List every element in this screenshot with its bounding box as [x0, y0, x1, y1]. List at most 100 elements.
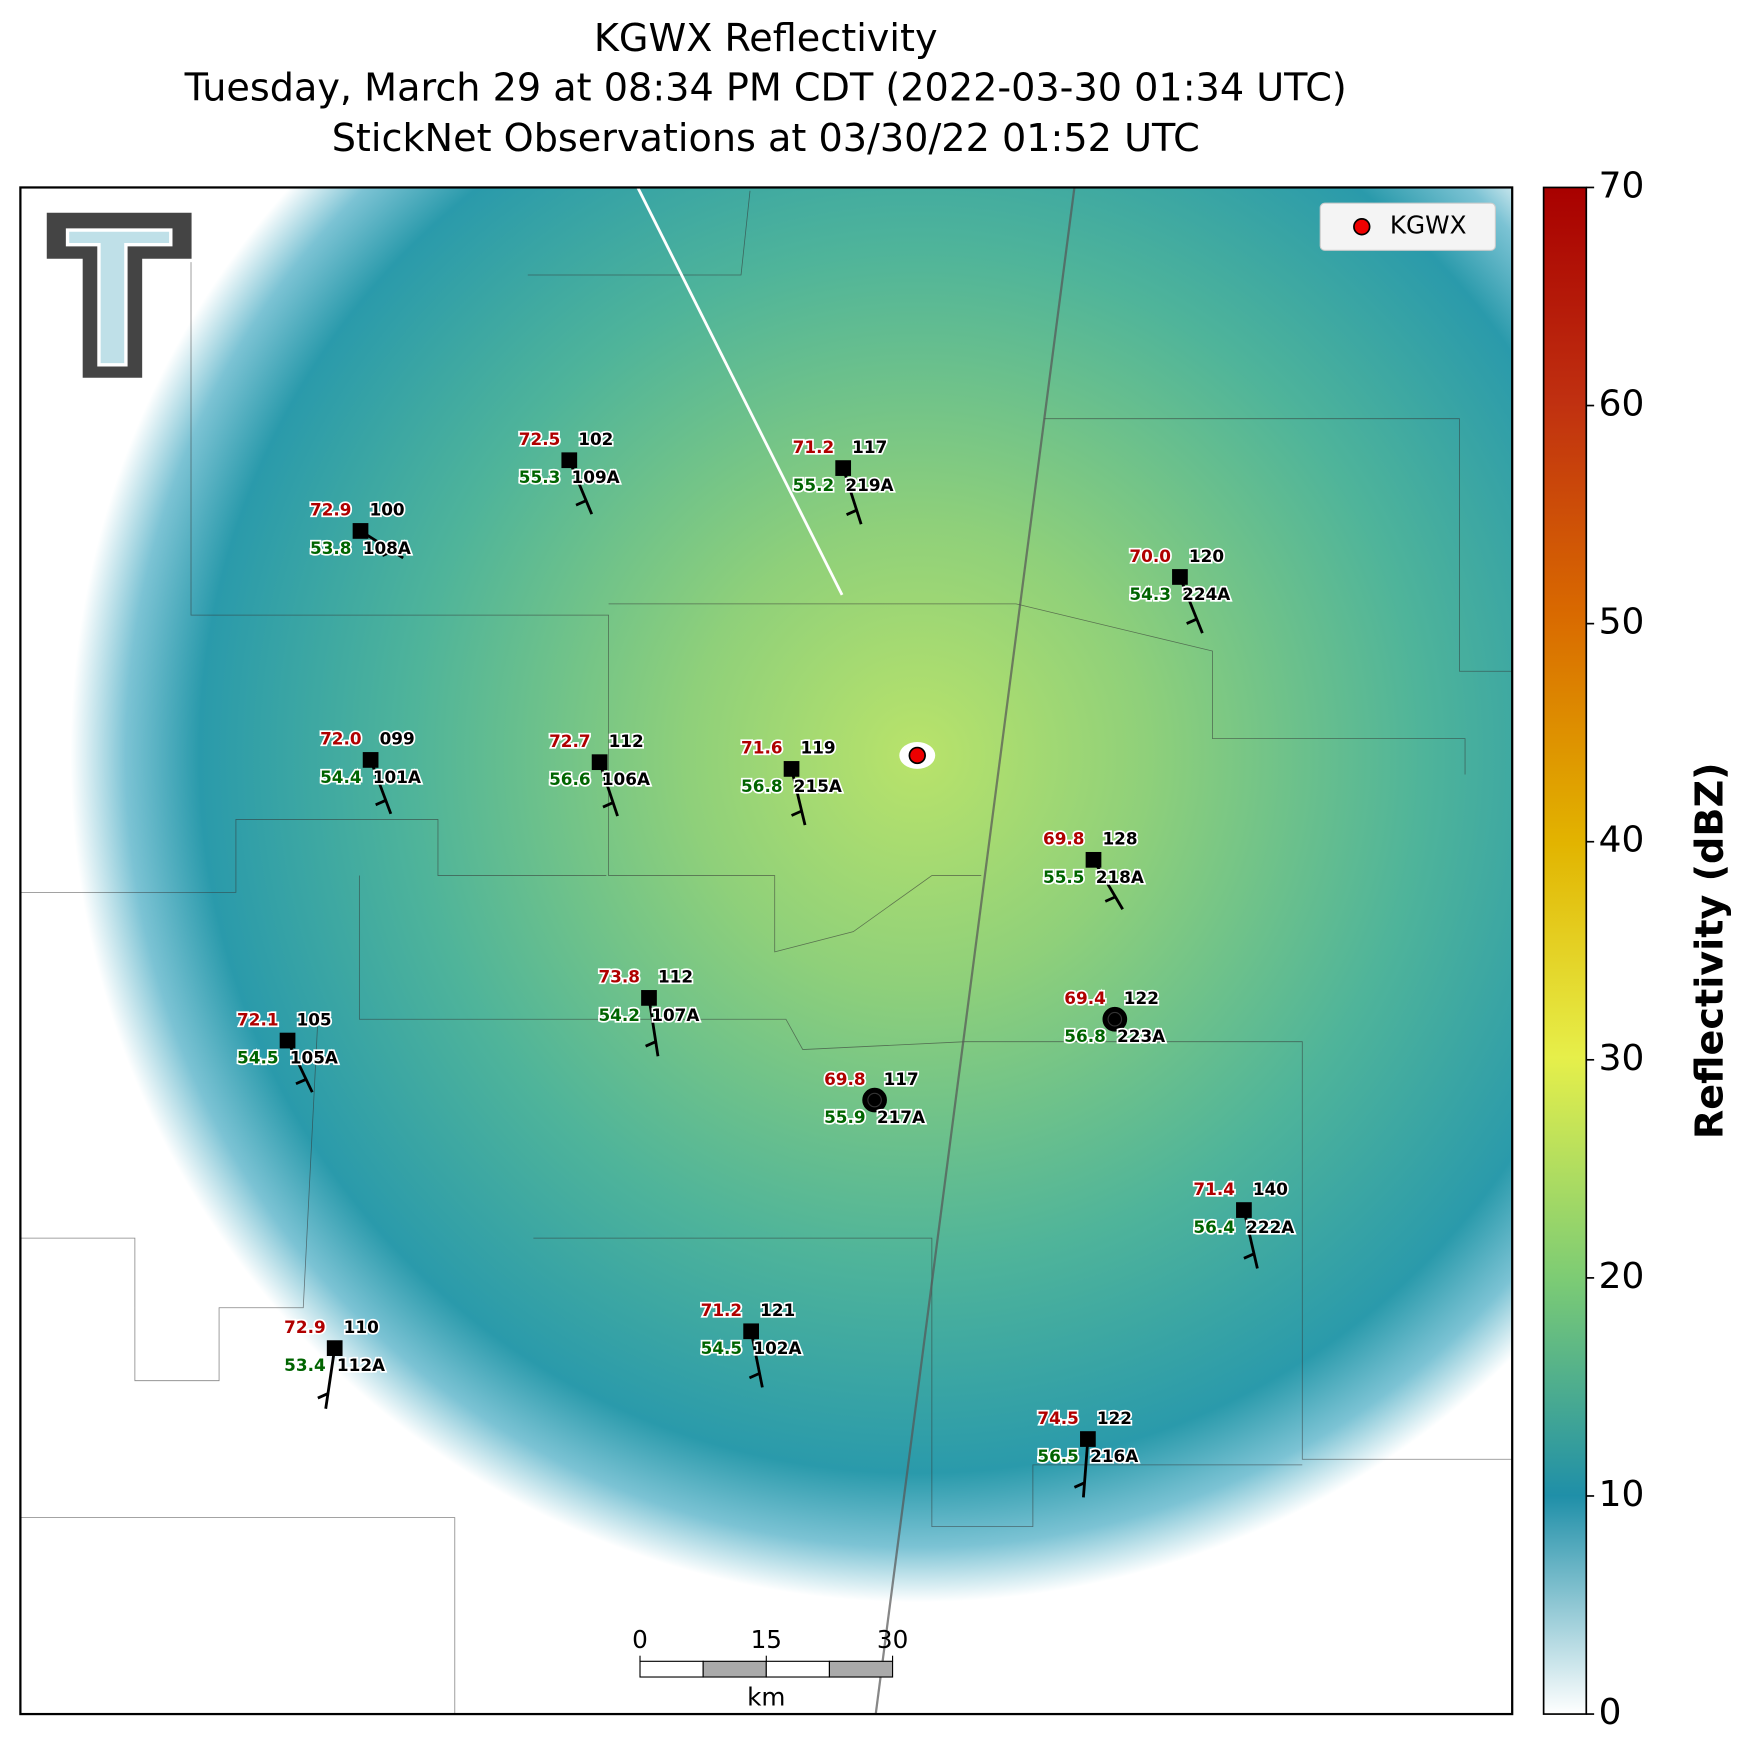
stations: 72.5 102 55.3 109A 71.2 117 55.2 219A 72.9 100 53.… — [235, 427, 1296, 1498]
wind-barb-flag — [575, 499, 587, 507]
station-number: 121 — [760, 1300, 795, 1320]
station-number: 140 — [1253, 1179, 1288, 1199]
wind-barb — [567, 459, 594, 515]
wind-barb — [1178, 576, 1204, 634]
calm-ring — [867, 1092, 882, 1108]
station-marker — [362, 752, 379, 768]
dewpoint: 54.5 — [237, 1048, 279, 1068]
dewpoint: 53.4 — [284, 1355, 326, 1375]
wind-barb-flag — [602, 801, 614, 809]
temperature: 74.5 — [1037, 1408, 1079, 1428]
station-marker — [279, 1032, 296, 1049]
colorbar-tick-label: 10 — [1599, 1474, 1645, 1515]
station-id: 218A — [1096, 867, 1144, 887]
station-id: 105A — [290, 1048, 338, 1068]
wind-barb-flag — [317, 1392, 329, 1400]
station-number: 105 — [297, 1009, 332, 1029]
station-number: 128 — [1102, 829, 1137, 849]
station-id: 222A — [1246, 1217, 1294, 1237]
station-id: 102A — [753, 1338, 801, 1358]
logo — [43, 209, 195, 382]
plot-frame — [19, 186, 1514, 1716]
wind-barb — [841, 467, 863, 525]
scale-tick-label: 30 — [877, 1625, 908, 1654]
temperature: 72.9 — [310, 500, 352, 520]
scale-segment — [702, 1660, 767, 1678]
station-id: 106A — [602, 769, 650, 789]
wind-barb — [598, 761, 619, 817]
dewpoint: 54.5 — [701, 1338, 743, 1358]
station-number: 117 — [852, 437, 887, 457]
wind-barb — [1092, 859, 1124, 910]
station-marker — [1236, 1202, 1252, 1218]
temperature: 72.5 — [519, 429, 561, 449]
wind-barb-flag — [295, 1078, 307, 1086]
temperature: 72.1 — [237, 1009, 279, 1029]
station-marker — [783, 761, 800, 777]
colorbar-tick-label: 50 — [1599, 602, 1645, 643]
colorbar-label: Reflectivity (dBZ) — [1687, 762, 1731, 1139]
scale-unit: km — [747, 1682, 785, 1711]
scale-segment — [639, 1660, 704, 1678]
temperature: 71.2 — [793, 437, 835, 457]
temperature: 71.2 — [701, 1300, 743, 1320]
colorbar-tick-label: 0 — [1599, 1692, 1622, 1733]
station-id: 223A — [1117, 1026, 1165, 1046]
temperature: 71.4 — [1193, 1179, 1235, 1199]
station-id: 219A — [845, 475, 893, 495]
station-marker — [1085, 851, 1102, 868]
title: KGWX Reflectivity — [594, 16, 938, 60]
station-marker — [591, 754, 608, 771]
temperature: 69.4 — [1064, 988, 1106, 1008]
wind-barb-flag — [1243, 1252, 1255, 1260]
station-id: 215A — [794, 776, 842, 796]
wind-barb-flag — [645, 1040, 657, 1048]
station-number: 110 — [344, 1317, 379, 1337]
wind-barb — [790, 768, 807, 826]
temperature: 72.7 — [549, 731, 591, 751]
wind-barb — [1242, 1209, 1259, 1269]
wind-barb — [324, 1347, 337, 1409]
dewpoint: 54.3 — [1129, 584, 1171, 604]
temperature: 69.8 — [1043, 829, 1085, 849]
station-marker — [1172, 569, 1188, 585]
temperature: 72.9 — [284, 1317, 326, 1337]
colorbar — [1542, 186, 1588, 1715]
dewpoint: 54.2 — [598, 1005, 640, 1025]
station-number: 099 — [380, 729, 415, 749]
dewpoint: 55.5 — [1043, 867, 1085, 887]
station-number: 112 — [658, 967, 693, 987]
station-id: 101A — [373, 767, 421, 787]
legend-marker — [1353, 218, 1371, 236]
legend — [1319, 202, 1496, 251]
temperature: 69.8 — [824, 1069, 866, 1089]
dewpoint: 55.3 — [519, 467, 561, 487]
dewpoint: 56.5 — [1037, 1446, 1079, 1466]
wind-barb — [1081, 1438, 1090, 1498]
colorbar-tick-label: 60 — [1599, 384, 1645, 425]
station-marker — [561, 452, 578, 469]
station-marker — [326, 1340, 343, 1356]
colorbar-tick-label: 30 — [1599, 1038, 1645, 1079]
station-number: 119 — [801, 738, 836, 758]
wind-barb-flag — [845, 508, 858, 516]
station-id: 224A — [1182, 584, 1230, 604]
station-number: 100 — [369, 500, 404, 520]
calm-marker — [1102, 1006, 1128, 1032]
station-marker — [1080, 1431, 1096, 1447]
temperature: 71.6 — [741, 738, 783, 758]
dewpoint: 56.8 — [1064, 1026, 1106, 1046]
station-number: 122 — [1124, 988, 1159, 1008]
station-number: 117 — [884, 1069, 919, 1089]
dewpoint: 56.6 — [549, 769, 591, 789]
scale-segment — [765, 1660, 830, 1678]
calm-ring — [1107, 1011, 1123, 1027]
dewpoint: 55.2 — [793, 475, 835, 495]
station-number: 120 — [1189, 546, 1224, 566]
radar-site — [908, 746, 926, 765]
dewpoint: 55.9 — [824, 1107, 866, 1127]
wind-barb-flag — [748, 1372, 761, 1380]
wind-barb-flag — [790, 809, 803, 817]
